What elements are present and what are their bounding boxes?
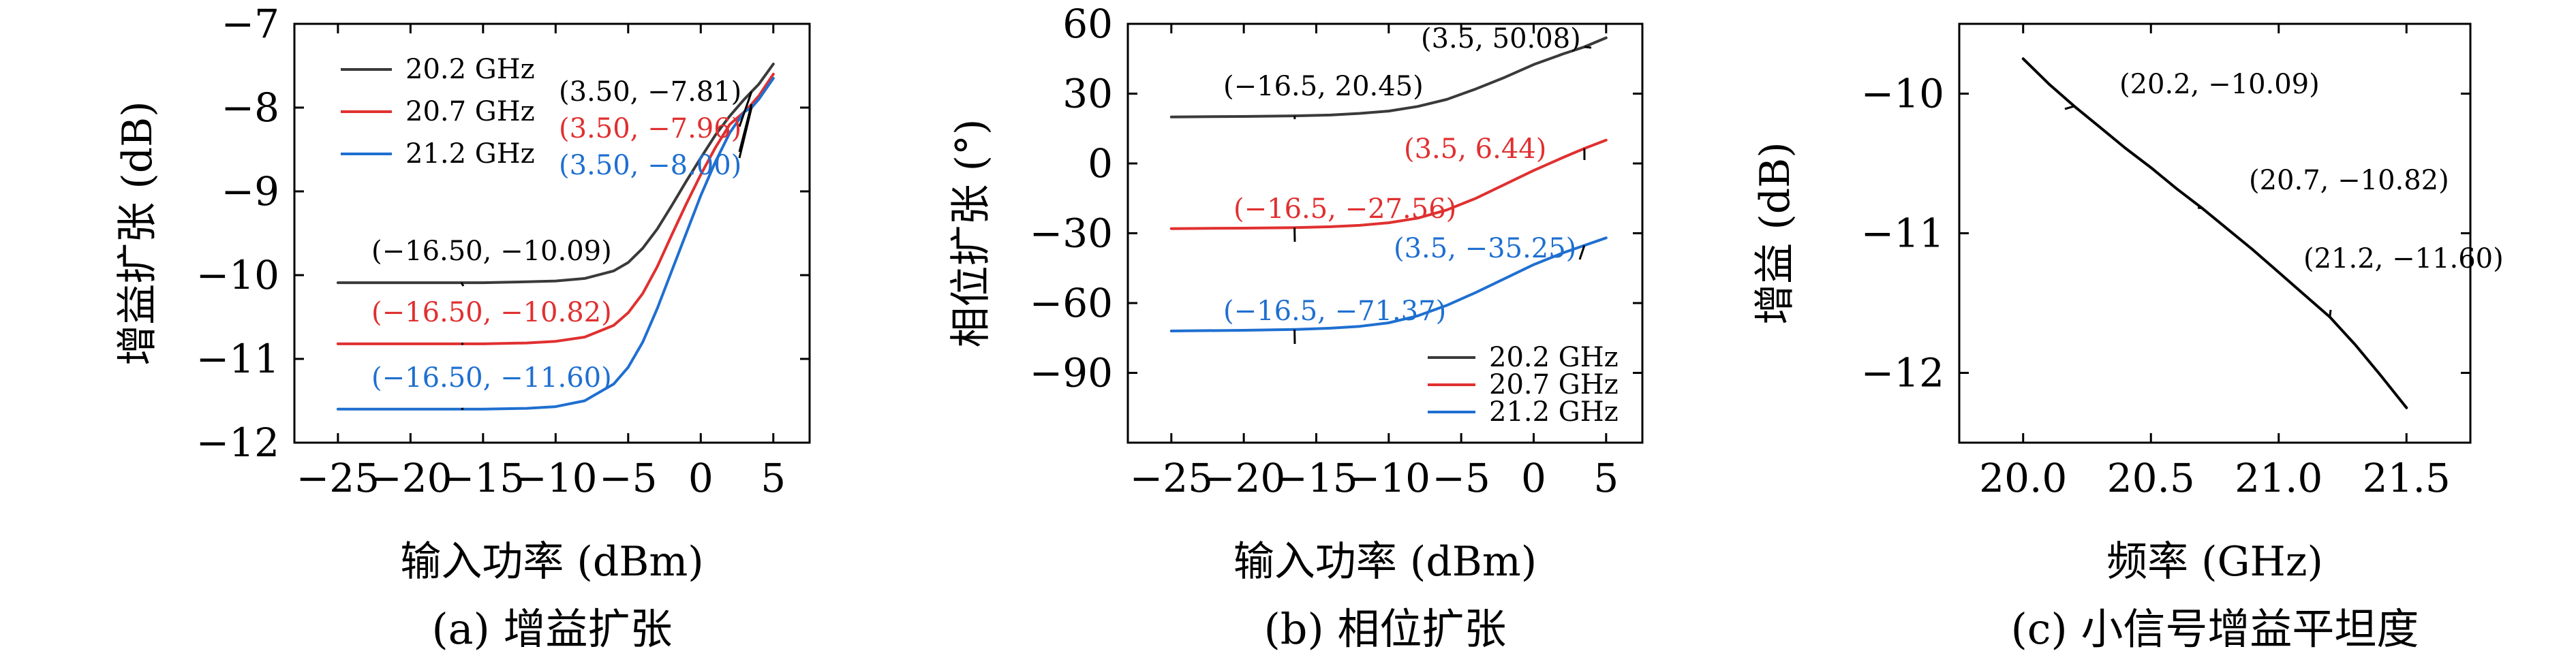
x-tick-label: −20 — [369, 455, 452, 501]
plot-frame — [293, 22, 811, 444]
x-tick-label: 5 — [761, 455, 786, 501]
legend-label: 21.2 GHz — [1489, 396, 1619, 428]
panel-small-signal-gain: (c) 小信号增益平坦度 频率 (GHz) 增益 (dB) 20.0 20.5 21… — [1751, 22, 2504, 654]
series-line-1 — [1169, 36, 1608, 118]
annotation-label: (3.50, −8.00) — [559, 150, 741, 181]
y-axis-label: 增益扩张 (dB) — [114, 101, 162, 365]
x-tick-label: −25 — [1130, 455, 1213, 501]
x-tick-label: 0 — [1521, 455, 1546, 501]
legend-label: 20.7 GHz — [1489, 369, 1619, 400]
annotation-leader — [1578, 244, 1586, 260]
legend-label: 20.2 GHz — [405, 54, 535, 85]
x-tick-label: −25 — [296, 455, 380, 501]
y-tick-label: −10 — [1861, 71, 1944, 117]
panel-phase-expansion: (b) 相位扩张 输入功率 (dBm) 相位扩张 (°) −25−20−15−1… — [947, 1, 1644, 654]
panel-gain-expansion: (a) 增益扩张 输入功率 (dBm) 增益扩张 (dB) −25−20−15−… — [114, 1, 811, 654]
x-tick-label: 20.0 — [1979, 455, 2067, 501]
annotation-label: (20.7, −10.82) — [2249, 165, 2449, 196]
legend-label: 21.2 GHz — [405, 138, 535, 170]
y-tick-label: −8 — [221, 84, 280, 131]
annotation-leader — [460, 282, 465, 287]
y-tick-label: −10 — [196, 252, 279, 298]
annotation-label: (21.2, −11.60) — [2303, 243, 2504, 274]
x-tick-label: 21.0 — [2235, 455, 2322, 501]
y-tick-label: −90 — [1030, 350, 1113, 396]
annotation-label: (3.50, −7.81) — [559, 76, 741, 108]
x-tick-label: −5 — [599, 455, 658, 501]
annotation-label: (−16.50, −10.82) — [371, 297, 612, 328]
caption-small-signal-gain: (c) 小信号增益平坦度 — [2011, 604, 2419, 654]
annotation-label: (−16.50, −11.60) — [371, 362, 612, 394]
y-tick-label: −12 — [1861, 350, 1944, 396]
y-tick-label: −30 — [1030, 210, 1113, 257]
series-line-3 — [1169, 236, 1608, 332]
legend-label: 20.7 GHz — [405, 96, 535, 127]
annotation-label: (3.5, −35.25) — [1394, 233, 1576, 264]
annotation-label: (3.50, −7.96) — [559, 113, 741, 144]
x-tick-label: 5 — [1593, 455, 1619, 501]
y-tick-label: −7 — [221, 1, 280, 47]
y-tick-label: 60 — [1062, 1, 1113, 47]
y-tick-label: 0 — [1088, 140, 1113, 187]
x-tick-label: −20 — [1202, 455, 1285, 501]
x-axis-label: 输入功率 (dBm) — [1233, 538, 1537, 586]
annotation-label: (3.5, 50.08) — [1421, 23, 1581, 54]
series-line-2 — [1169, 138, 1608, 230]
x-tick-label: 0 — [688, 455, 714, 501]
annotation-label: (−16.5, 20.45) — [1223, 71, 1424, 102]
legend-label: 20.2 GHz — [1489, 342, 1619, 373]
y-axis-label: 增益 (dB) — [1751, 142, 1799, 324]
x-tick-label: 21.5 — [2363, 455, 2451, 501]
annotation-label: (−16.5, −71.37) — [1223, 296, 1446, 327]
y-tick-label: −60 — [1030, 280, 1113, 326]
x-tick-label: 20.5 — [2107, 455, 2195, 501]
annotation-leader — [738, 91, 753, 127]
series-line-1 — [2021, 57, 2408, 409]
x-tick-label: −15 — [442, 455, 525, 501]
x-axis-label: 输入功率 (dBm) — [400, 538, 703, 586]
y-tick-label: −11 — [196, 336, 279, 382]
annotation-leader — [1584, 46, 1592, 49]
series-line-1 — [336, 63, 775, 285]
x-axis-label: 频率 (GHz) — [2106, 538, 2323, 586]
x-tick-label: −10 — [514, 455, 597, 501]
annotation-label: (20.2, −10.09) — [2119, 69, 2320, 100]
y-tick-label: 30 — [1062, 71, 1113, 117]
annotation-leader — [2064, 105, 2075, 110]
x-tick-label: −10 — [1347, 455, 1430, 501]
caption-gain-expansion: (a) 增益扩张 — [431, 604, 672, 654]
y-tick-label: −11 — [1861, 210, 1944, 257]
caption-phase-expansion: (b) 相位扩张 — [1264, 604, 1507, 654]
annotation-label: (−16.5, −27.56) — [1233, 193, 1456, 225]
y-tick-label: −9 — [221, 168, 280, 215]
y-tick-label: −12 — [196, 420, 279, 466]
annotation-leader — [2329, 309, 2332, 317]
annotation-leader — [738, 107, 753, 159]
x-tick-label: −5 — [1432, 455, 1490, 501]
annotation-label: (3.5, 6.44) — [1404, 133, 1546, 165]
x-tick-label: −15 — [1274, 455, 1358, 501]
annotation-label: (−16.50, −10.09) — [371, 236, 612, 267]
y-axis-label: 相位扩张 (°) — [947, 119, 995, 348]
